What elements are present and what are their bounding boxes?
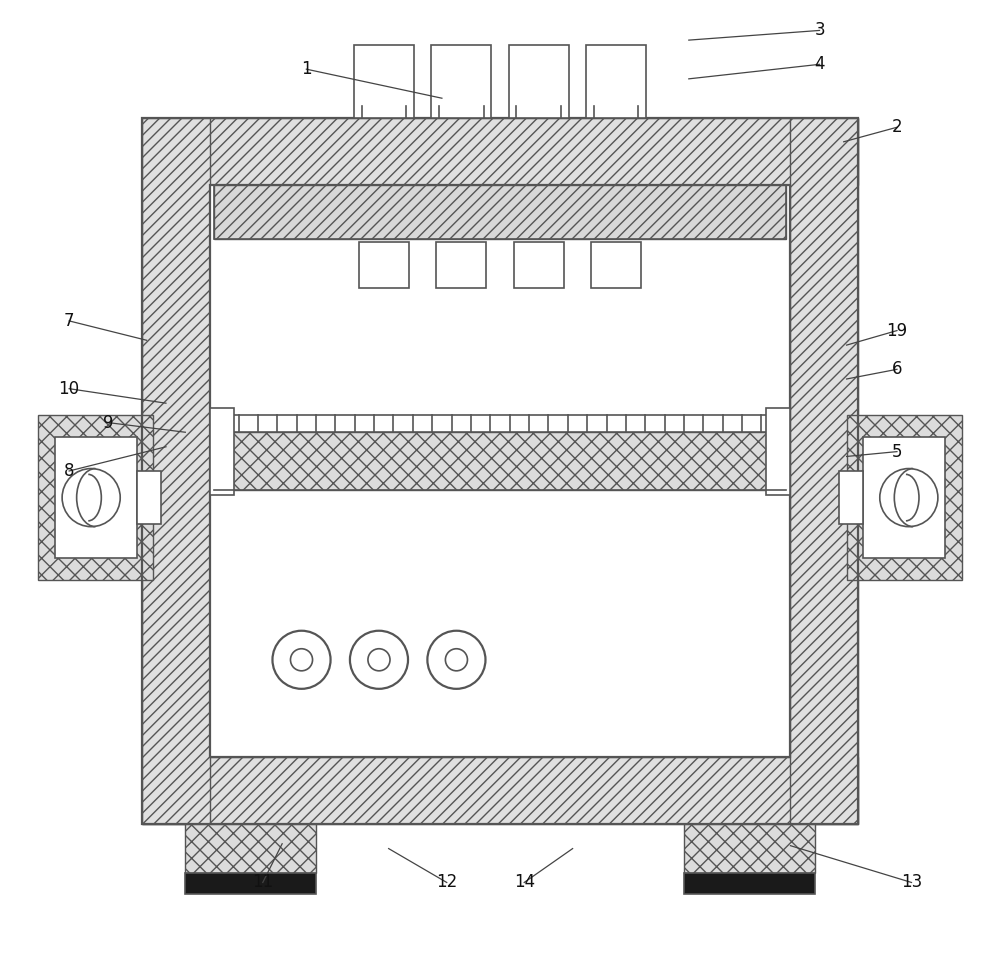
Bar: [766, 408, 790, 495]
Bar: [214, 185, 786, 239]
Text: 4: 4: [814, 55, 825, 74]
Bar: [591, 242, 641, 288]
Text: 5: 5: [892, 443, 902, 460]
Text: 9: 9: [103, 414, 113, 431]
Text: 10: 10: [59, 380, 80, 398]
Bar: [142, 117, 858, 824]
Bar: [431, 45, 491, 117]
Bar: [214, 185, 786, 239]
Bar: [354, 45, 414, 117]
Bar: [839, 472, 863, 523]
Text: 1: 1: [301, 60, 312, 78]
Bar: [359, 242, 409, 288]
Bar: [219, 415, 781, 432]
Bar: [137, 472, 161, 523]
Bar: [214, 432, 786, 490]
Bar: [847, 415, 962, 581]
Text: 3: 3: [814, 21, 825, 40]
Text: 8: 8: [64, 462, 74, 480]
Text: 12: 12: [436, 874, 457, 891]
Bar: [142, 117, 858, 185]
Bar: [586, 45, 646, 117]
Text: 2: 2: [892, 118, 902, 136]
Bar: [684, 873, 815, 894]
Text: 11: 11: [252, 874, 273, 891]
Bar: [142, 756, 858, 824]
Bar: [55, 437, 137, 558]
Bar: [436, 242, 486, 288]
Bar: [684, 824, 815, 873]
Bar: [863, 437, 945, 558]
Bar: [142, 117, 210, 824]
Bar: [38, 415, 153, 581]
Text: 14: 14: [514, 874, 535, 891]
Text: 13: 13: [901, 874, 922, 891]
Text: 6: 6: [892, 360, 902, 379]
Bar: [790, 117, 858, 824]
Text: 7: 7: [64, 312, 74, 330]
Bar: [514, 242, 564, 288]
Bar: [185, 873, 316, 894]
Text: 19: 19: [886, 321, 908, 340]
Bar: [185, 824, 316, 873]
Bar: [509, 45, 569, 117]
Bar: [210, 408, 234, 495]
Bar: [210, 185, 790, 756]
